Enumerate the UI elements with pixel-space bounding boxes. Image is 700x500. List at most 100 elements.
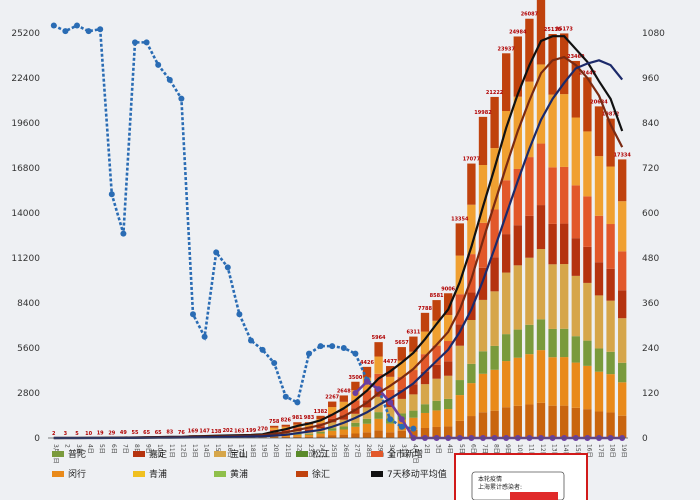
bar-segment — [618, 318, 627, 363]
legend-item: 宝山 — [214, 448, 248, 460]
x-tick-label: 23日 — [307, 444, 314, 458]
bar-segment — [560, 264, 569, 329]
bar-segment — [513, 225, 522, 266]
bar-segment — [594, 106, 604, 157]
bar-label: 5657 — [395, 340, 409, 346]
bar-segment — [409, 417, 418, 430]
bar-label: 23937 — [497, 46, 515, 52]
bar-segment — [316, 426, 325, 429]
bar-segment — [374, 342, 383, 357]
bar-label: 17077 — [463, 157, 481, 163]
y-right-tick-label: 360 — [642, 299, 659, 309]
x-tick-label: 19日 — [261, 444, 268, 458]
series-point — [282, 393, 289, 400]
bar-segment — [536, 350, 546, 403]
bar-segment — [409, 394, 418, 411]
bar-segment — [351, 426, 360, 434]
bar-segment — [583, 131, 592, 197]
series-point — [201, 333, 208, 340]
bar-segment — [420, 354, 430, 372]
x-tick-label: 8日 — [133, 444, 140, 454]
bar-segment — [618, 362, 627, 383]
bar-segment — [478, 116, 488, 166]
bar-segment — [281, 424, 290, 427]
bar — [409, 336, 418, 438]
bar-segment — [583, 365, 592, 410]
bar-label: 5 — [75, 431, 79, 437]
series-point — [97, 26, 104, 33]
bar-segment — [293, 434, 302, 437]
x-tick-label: 8日 — [493, 444, 500, 454]
bar-segment — [583, 340, 592, 366]
bar-segment — [490, 291, 499, 346]
bar-label: 19 — [97, 431, 104, 437]
bar-segment — [455, 223, 464, 256]
bar-segment — [513, 265, 522, 330]
x-tick-label: 13日 — [551, 444, 558, 458]
bar — [594, 106, 604, 438]
bar-segment — [571, 185, 580, 239]
bar — [502, 53, 511, 438]
legend-item: 嘉定 — [133, 448, 167, 460]
y-left-tick-label: 2800 — [17, 389, 40, 399]
bar-segment — [339, 429, 348, 435]
bar-label: 981 — [292, 415, 303, 421]
bar-segment — [351, 422, 360, 427]
bar-label: 25173 — [555, 26, 573, 32]
note-highlight — [510, 492, 558, 500]
bar-segment — [606, 224, 615, 269]
bar-segment — [606, 351, 615, 375]
x-tick-label: 11日 — [527, 444, 534, 458]
series-point — [248, 337, 254, 344]
bar-label: 17334 — [613, 152, 631, 158]
x-tick-label: 15日 — [574, 444, 581, 458]
bar-segment — [293, 422, 302, 425]
bar-segment — [281, 436, 290, 438]
bar-segment — [502, 361, 511, 408]
bar-segment — [525, 215, 534, 258]
series-point — [387, 399, 394, 406]
bar-segment — [478, 299, 488, 352]
x-tick-label: 17日 — [237, 444, 244, 458]
bar-segment — [606, 374, 615, 413]
bar-segment — [502, 234, 511, 273]
x-tick-label: 11日 — [168, 444, 175, 458]
bar-label: 10 — [85, 431, 92, 437]
bar-segment — [351, 433, 360, 438]
bar-segment — [397, 377, 406, 390]
bar-segment — [583, 282, 592, 341]
bar-segment — [536, 0, 546, 65]
y-left-tick-label: 8400 — [17, 299, 40, 309]
series-point — [352, 350, 359, 357]
bar-segment — [513, 168, 522, 226]
bar-segment — [618, 251, 627, 291]
bar-segment — [536, 205, 546, 250]
bar-segment — [525, 157, 534, 216]
bar-segment — [525, 324, 534, 355]
bar-segment — [386, 389, 395, 400]
bar-segment — [444, 293, 453, 315]
x-tick-label: 25日 — [330, 444, 337, 458]
bar-segment — [548, 167, 557, 224]
bar-segment — [502, 180, 511, 235]
legend-swatch — [52, 471, 64, 477]
x-tick-label: 13日 — [191, 444, 198, 458]
bar-segment — [478, 267, 488, 300]
series-point — [259, 346, 266, 353]
x-tick-label: 28日 — [365, 444, 372, 458]
bar-label: 5964 — [372, 335, 386, 341]
bar-segment — [339, 401, 348, 410]
bar-segment — [490, 148, 499, 210]
bar-segment — [490, 345, 499, 370]
x-tick-label: 4日 — [87, 444, 94, 454]
bar — [467, 163, 476, 438]
bar-segment — [432, 400, 441, 411]
bar-label: 13354 — [451, 216, 469, 222]
bar-segment — [618, 290, 627, 319]
bar-label: 147 — [199, 429, 210, 435]
bar-segment — [478, 351, 488, 374]
bar-label: 6311 — [406, 330, 420, 336]
bar-segment — [304, 433, 314, 435]
series-point — [375, 386, 382, 393]
series-point — [306, 350, 312, 357]
